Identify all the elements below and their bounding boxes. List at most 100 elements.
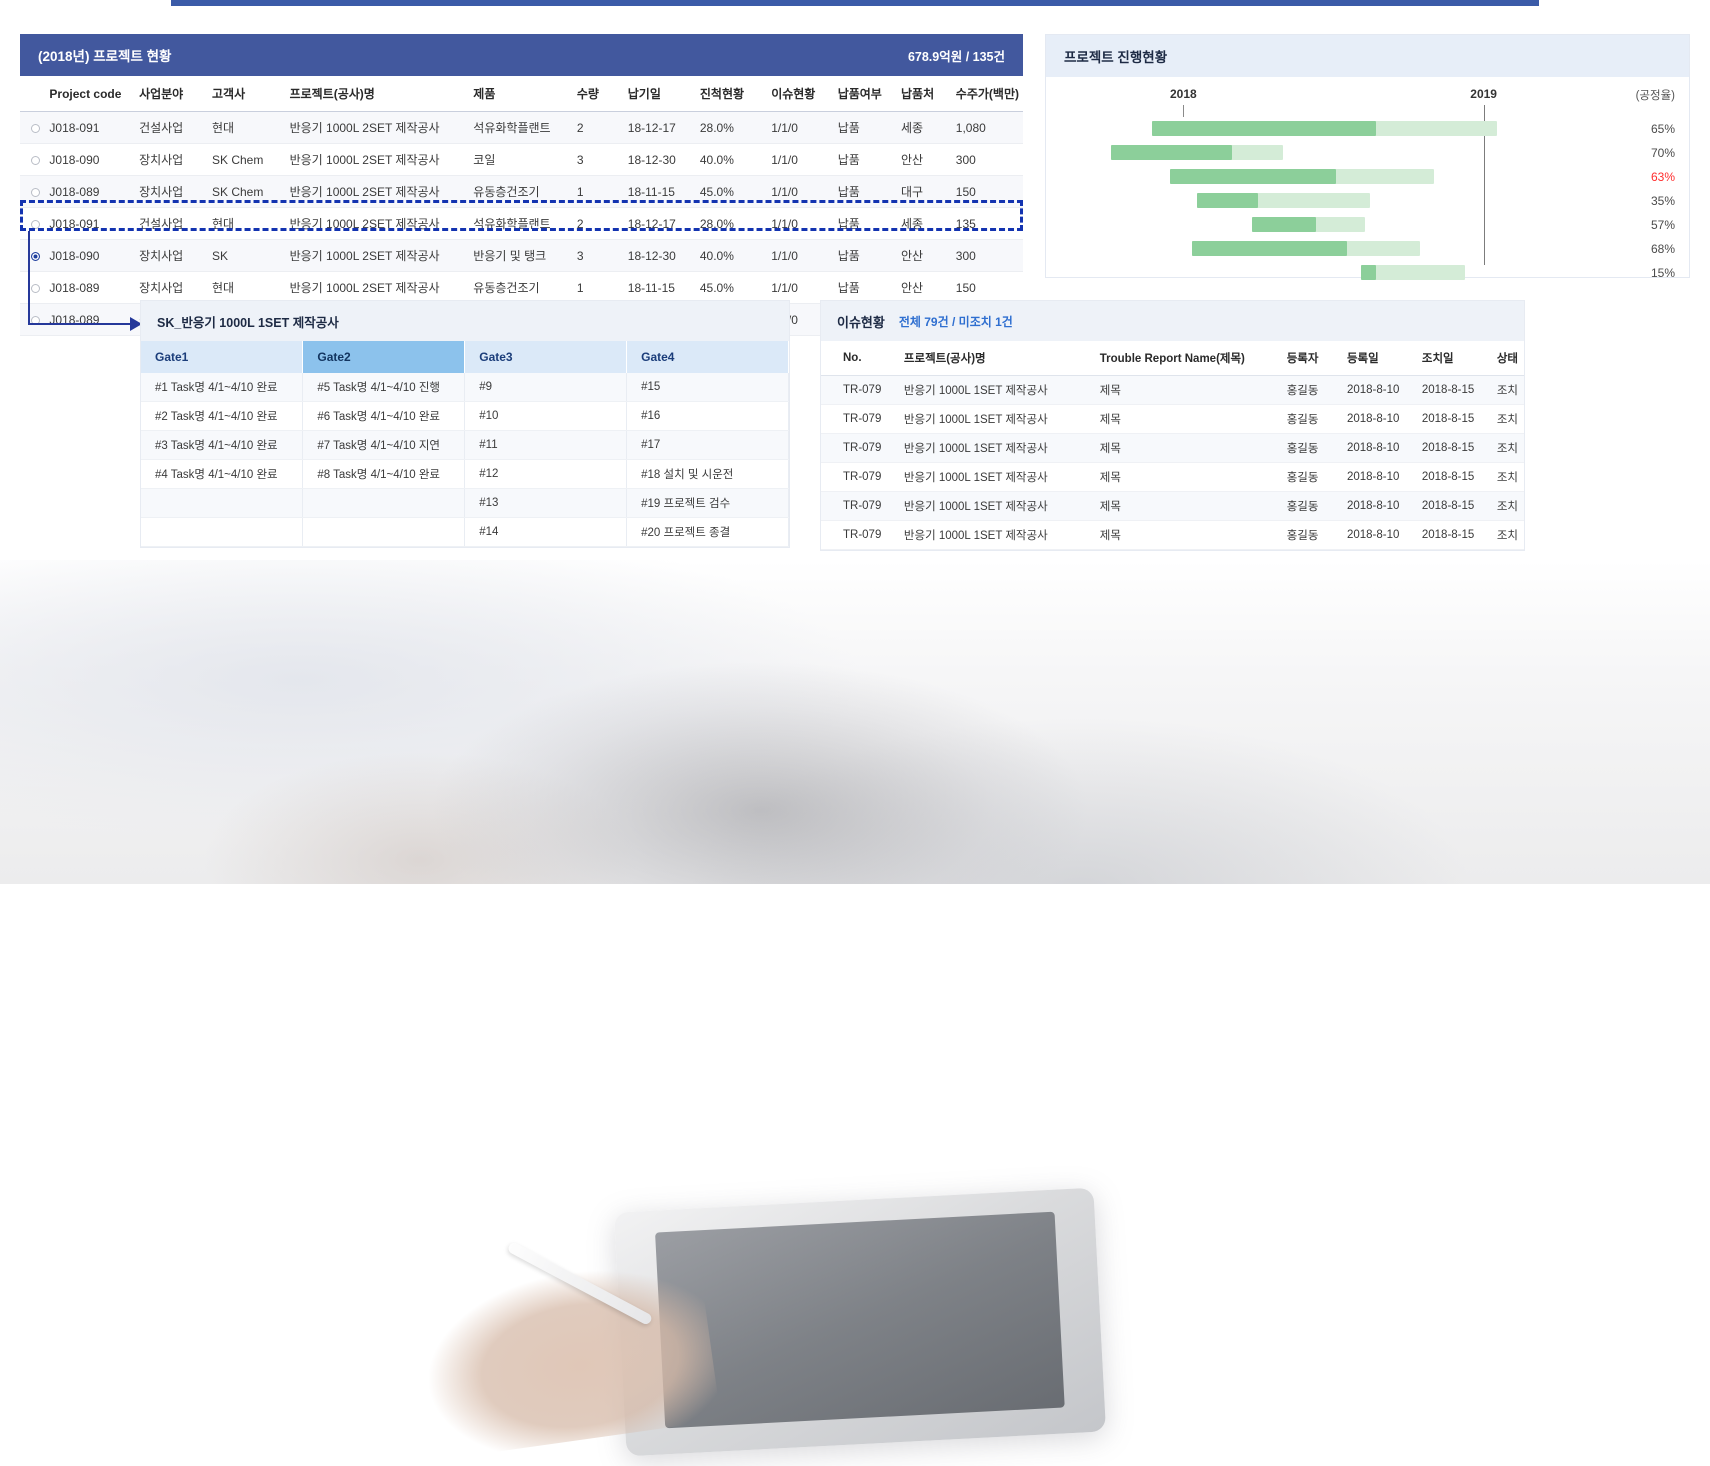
gate-task-cell[interactable]: #10 bbox=[464, 401, 628, 431]
issue-row-reg-date: 2018-8-10 bbox=[1340, 520, 1416, 550]
gantt-chart: (공정율) 2018 2019 65% 70% 63% 35% 57% 68% 15% bbox=[1046, 77, 1689, 280]
gate-task-cell[interactable]: #20 프로젝트 종결 bbox=[626, 517, 789, 547]
gate-task-cell[interactable]: #5 Task명 4/1~4/10 진행 bbox=[302, 373, 466, 402]
row-project-name: 반응기 1000L 2SET 제작공사 bbox=[285, 271, 470, 304]
row-radio-cell[interactable] bbox=[20, 303, 46, 336]
table-row[interactable]: J018-090 장치사업 SK 반응기 1000L 2SET 제작공사 반응기 및 탱… bbox=[20, 239, 1023, 272]
row-delivery: 납품 bbox=[833, 207, 897, 240]
row-radio-cell[interactable] bbox=[20, 175, 46, 208]
row-radio-cell[interactable] bbox=[20, 239, 46, 272]
stylus-photo bbox=[506, 1241, 654, 1326]
row-client: SK Chem bbox=[208, 175, 286, 208]
gantt-row: 57% bbox=[1046, 213, 1689, 237]
issue-table-row[interactable]: TR-079 반응기 1000L 1SET 제작공사 제목 홍길동 2018-8-10 2… bbox=[821, 462, 1524, 492]
issue-row-trouble: 제목 bbox=[1093, 375, 1281, 405]
gate-task-cell[interactable]: #11 bbox=[464, 430, 628, 460]
gate-task-cell[interactable]: #2 Task명 4/1~4/10 완료 bbox=[141, 401, 304, 431]
row-radio-cell[interactable] bbox=[20, 271, 46, 304]
row-select-radio[interactable] bbox=[31, 283, 41, 293]
row-business-field: 장치사업 bbox=[135, 271, 208, 304]
gantt-axis-tick-2019 bbox=[1483, 105, 1485, 265]
issue-table-row[interactable]: TR-079 반응기 1000L 1SET 제작공사 제목 홍길동 2018-8-10 2… bbox=[821, 375, 1524, 405]
issue-row-status: 조치 bbox=[1490, 491, 1524, 521]
gate-task-cell[interactable]: #13 bbox=[464, 488, 628, 518]
gate-task-cell[interactable]: #19 프로젝트 검수 bbox=[626, 488, 789, 518]
gantt-bar-track bbox=[1110, 145, 1284, 160]
issue-table-row[interactable]: TR-079 반응기 1000L 1SET 제작공사 제목 홍길동 2018-8-10 2… bbox=[821, 491, 1524, 521]
gate-column-header-gate2[interactable]: Gate2 bbox=[302, 341, 466, 373]
row-product: 석유화학플랜트 bbox=[469, 207, 573, 240]
row-select-radio[interactable] bbox=[31, 123, 41, 133]
gate-task-cell[interactable]: #14 bbox=[464, 517, 628, 547]
gate-column-header-gate1[interactable]: Gate1 bbox=[141, 341, 304, 373]
gate-task-cell[interactable]: #1 Task명 4/1~4/10 완료 bbox=[141, 373, 304, 402]
gate-detail-card: SK_반응기 1000L 1SET 제작공사 Gate1 Gate2 Gate3 Ga… bbox=[140, 300, 790, 548]
row-select-radio[interactable] bbox=[31, 187, 41, 197]
gate-task-cell[interactable]: #17 bbox=[626, 430, 789, 460]
col-order-price: 수주가(백만) bbox=[951, 76, 1023, 112]
gantt-axis-tick-2018 bbox=[1183, 105, 1185, 117]
row-qty: 1 bbox=[572, 271, 624, 304]
gantt-bar-track bbox=[1197, 193, 1370, 208]
row-radio-cell[interactable] bbox=[20, 143, 46, 176]
issue-row-act-date: 2018-8-15 bbox=[1415, 462, 1491, 492]
issue-row-act-date: 2018-8-15 bbox=[1415, 404, 1491, 434]
gate-task-cell[interactable]: #9 bbox=[464, 373, 628, 402]
gate-task-cell[interactable]: #15 bbox=[626, 373, 789, 402]
issue-row-act-date: 2018-8-15 bbox=[1415, 491, 1491, 521]
row-qty: 3 bbox=[572, 239, 624, 272]
row-business-field: 장치사업 bbox=[135, 239, 208, 272]
gate-task-cell[interactable]: #12 bbox=[464, 459, 628, 489]
row-order-price: 135 bbox=[951, 207, 1023, 240]
gate-task-cell[interactable]: #8 Task명 4/1~4/10 완료 bbox=[302, 459, 466, 489]
gate-column-header-gate4[interactable]: Gate4 bbox=[626, 341, 789, 373]
gate-task-cell[interactable]: #18 설치 및 시운전 bbox=[626, 459, 789, 489]
row-radio-cell[interactable] bbox=[20, 111, 46, 144]
col-client: 고객사 bbox=[208, 76, 286, 112]
gantt-axis-label-2018: 2018 bbox=[1169, 87, 1197, 101]
issue-row-no: TR-079 bbox=[821, 491, 898, 521]
row-due-date: 18-12-30 bbox=[623, 143, 696, 176]
row-issue: 1/1/0 bbox=[767, 175, 834, 208]
gate-table-row: #4 Task명 4/1~4/10 완료 #8 Task명 4/1~4/10 완료… bbox=[141, 459, 789, 489]
gate-table-row: #13 #19 프로젝트 검수 bbox=[141, 488, 789, 518]
table-row[interactable]: J018-090 장치사업 SK Chem 반응기 1000L 2SET 제작공사 코일… bbox=[20, 143, 1023, 176]
issue-row-reg-date: 2018-8-10 bbox=[1340, 404, 1416, 434]
tablet-screen-photo bbox=[655, 1211, 1065, 1429]
row-select-radio[interactable] bbox=[31, 251, 41, 261]
row-destination: 안산 bbox=[896, 239, 952, 272]
issue-table-row[interactable]: TR-079 반응기 1000L 1SET 제작공사 제목 홍길동 2018-8-10 2… bbox=[821, 404, 1524, 434]
row-order-price: 1,080 bbox=[951, 111, 1023, 144]
gate-column-header-gate3[interactable]: Gate3 bbox=[464, 341, 628, 373]
row-radio-cell[interactable] bbox=[20, 207, 46, 240]
col-project-code: Project code bbox=[45, 76, 136, 112]
col-issue: 이슈현황 bbox=[767, 76, 834, 112]
gantt-axis-label-2019: 2019 bbox=[1470, 87, 1497, 101]
gate-table: Gate1 Gate2 Gate3 Gate4 #1 Task명 4/1~4/10 완… bbox=[141, 341, 789, 547]
row-select-radio[interactable] bbox=[31, 219, 41, 229]
col-project-name: 프로젝트(공사)명 bbox=[285, 76, 470, 112]
col-delivery: 납품여부 bbox=[833, 76, 897, 112]
gate-task-cell[interactable]: #7 Task명 4/1~4/10 지연 bbox=[302, 430, 466, 460]
row-select-radio[interactable] bbox=[31, 155, 41, 165]
gate-task-cell[interactable]: #6 Task명 4/1~4/10 완료 bbox=[302, 401, 466, 431]
issue-table-row[interactable]: TR-079 반응기 1000L 1SET 제작공사 제목 홍길동 2018-8-10 2… bbox=[821, 433, 1524, 463]
gate-table-row: #14 #20 프로젝트 종결 bbox=[141, 517, 789, 547]
table-row[interactable]: J018-089 장치사업 SK Chem 반응기 1000L 2SET 제작공사 유동… bbox=[20, 175, 1023, 208]
issue-row-project: 반응기 1000L 1SET 제작공사 bbox=[897, 520, 1094, 550]
table-row[interactable]: J018-091 건설사업 현대 반응기 1000L 2SET 제작공사 석유화학플랜트… bbox=[20, 111, 1023, 144]
issue-row-status: 조치 bbox=[1490, 375, 1524, 405]
gantt-bar-fill bbox=[1360, 265, 1377, 280]
gate-task-cell[interactable]: #3 Task명 4/1~4/10 완료 bbox=[141, 430, 304, 460]
gantt-bar-track bbox=[1151, 121, 1498, 136]
table-row[interactable]: J018-091 건설사업 현대 반응기 1000L 2SET 제작공사 석유화학플랜트… bbox=[20, 207, 1023, 240]
issue-row-status: 조치 bbox=[1490, 520, 1524, 550]
gate-task-cell[interactable]: #16 bbox=[626, 401, 789, 431]
issue-table-row[interactable]: TR-079 반응기 1000L 1SET 제작공사 제목 홍길동 2018-8-10 2… bbox=[821, 520, 1524, 550]
gate-task-cell[interactable]: #4 Task명 4/1~4/10 완료 bbox=[141, 459, 304, 489]
top-accent-strip bbox=[0, 0, 1710, 6]
row-due-date: 18-12-17 bbox=[623, 207, 696, 240]
issue-count-badge: 전체 79건 / 미조치 1건 bbox=[898, 314, 1013, 329]
background-photo bbox=[0, 560, 1710, 1466]
